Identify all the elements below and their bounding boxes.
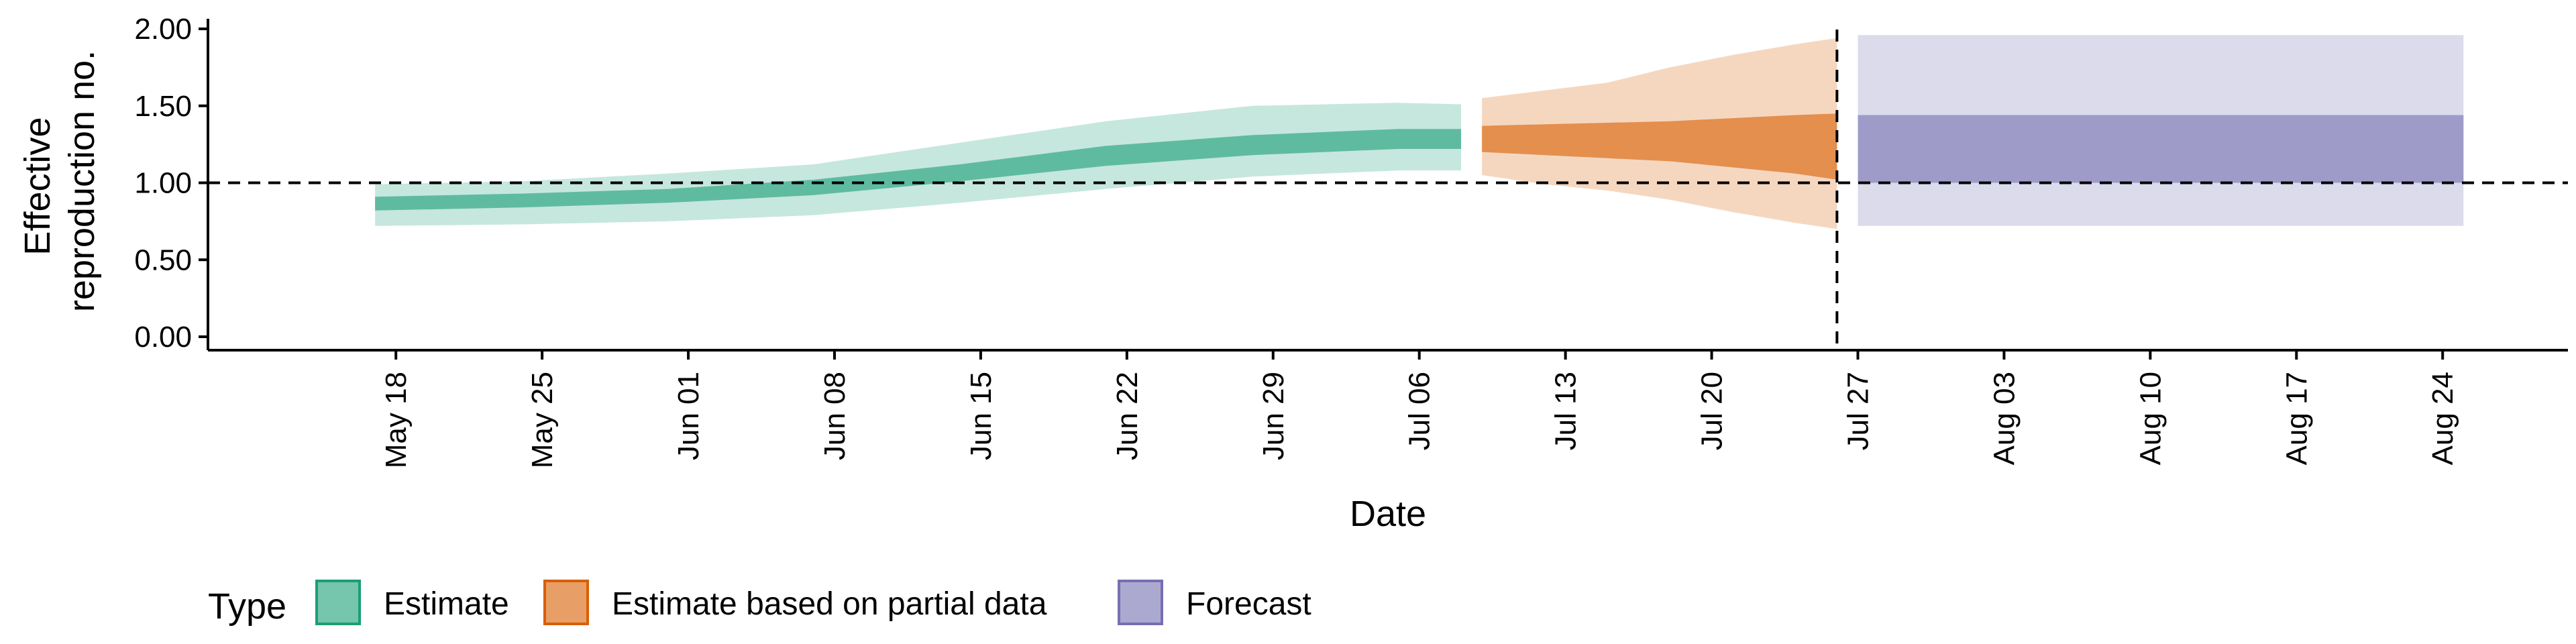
x-ticks: May 18 May 25 Jun 01 Jun 08 Jun 15 Jun 22 Jun … bbox=[380, 350, 2459, 468]
legend-label-estimate: Estimate bbox=[384, 586, 509, 622]
legend: Type Estimate Estimate based on partial d… bbox=[208, 580, 1311, 627]
x-tick-label: Jun 22 bbox=[1111, 372, 1144, 460]
legend-label-forecast: Forecast bbox=[1186, 586, 1311, 622]
y-tick-label: 2.00 bbox=[134, 13, 192, 46]
legend-title: Type bbox=[208, 586, 286, 627]
legend-key-estimate-based-on-partial-data bbox=[543, 580, 589, 625]
x-tick-label: Aug 03 bbox=[1988, 372, 2021, 465]
band-50-forecast bbox=[1858, 115, 2464, 183]
band-90-estimate bbox=[375, 103, 1461, 226]
ribbon-layer bbox=[375, 35, 2464, 229]
legend-label-estimate-based-on-partial-data: Estimate based on partial data bbox=[612, 586, 1047, 622]
y-tick-label: 0.50 bbox=[134, 244, 192, 276]
x-tick-label: Jun 08 bbox=[818, 372, 851, 460]
x-tick-label: Jun 15 bbox=[965, 372, 998, 460]
x-axis-title: Date bbox=[1350, 494, 1426, 534]
legend-key-forecast bbox=[1118, 580, 1163, 625]
reference-lines bbox=[208, 30, 2568, 350]
legend-key-estimate bbox=[315, 580, 361, 625]
y-tick-label: 0.00 bbox=[134, 321, 192, 354]
y-ticks: 0.00 0.50 1.00 1.50 2.00 bbox=[134, 13, 208, 354]
x-tick-label: Jul 06 bbox=[1403, 372, 1436, 450]
y-tick-label: 1.50 bbox=[134, 90, 192, 123]
y-tick-label: 1.00 bbox=[134, 167, 192, 200]
x-tick-label: Jul 27 bbox=[1842, 372, 1875, 450]
x-tick-label: May 18 bbox=[380, 372, 413, 468]
band-50-estimate-based-on-partial-data bbox=[1482, 113, 1837, 180]
x-tick-label: Jun 01 bbox=[672, 372, 705, 460]
y-axis-title-line-2: reproduction no. bbox=[62, 50, 102, 312]
band-50-estimate bbox=[375, 129, 1461, 211]
x-tick-label: Aug 10 bbox=[2134, 372, 2167, 465]
x-tick-label: Aug 17 bbox=[2280, 372, 2313, 465]
x-tick-label: Aug 24 bbox=[2426, 372, 2459, 465]
x-tick-label: May 25 bbox=[526, 372, 559, 468]
x-tick-label: Jul 20 bbox=[1696, 372, 1729, 450]
y-axis-title-line-1: Effective bbox=[17, 117, 58, 255]
axes: 0.00 0.50 1.00 1.50 2.00 May 18 May 25 Jun 01 J… bbox=[134, 13, 2568, 468]
x-tick-label: Jun 29 bbox=[1257, 372, 1290, 460]
x-tick-label: Jul 13 bbox=[1550, 372, 1582, 450]
y-axis-title: Effective reproduction no. bbox=[17, 50, 102, 312]
